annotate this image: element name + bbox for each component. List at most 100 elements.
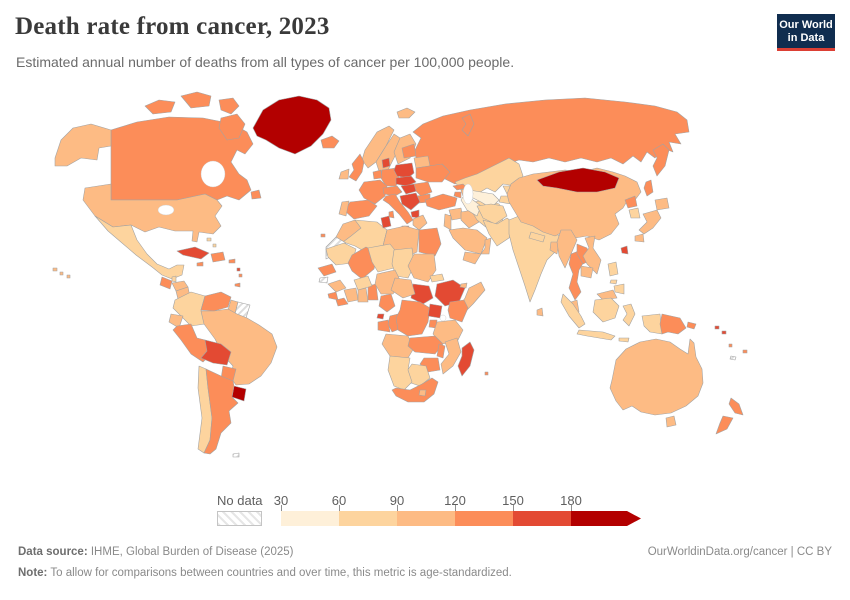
country-ireland[interactable] — [338, 168, 350, 180]
country-bolivia[interactable] — [200, 339, 232, 366]
country-uganda[interactable] — [427, 303, 443, 319]
country-egypt[interactable] — [418, 227, 442, 257]
country-indonesia-kalimantan[interactable] — [592, 297, 620, 323]
country-saudi-arabia[interactable] — [448, 227, 488, 255]
country-vanuatu[interactable] — [728, 343, 733, 348]
country-oman[interactable] — [480, 237, 492, 255]
country-indonesia-lesser-sunda[interactable] — [618, 337, 630, 343]
country-japan-hokkaido[interactable] — [654, 197, 670, 211]
country-iceland[interactable] — [320, 135, 340, 149]
country-papua-new-guinea[interactable] — [659, 313, 687, 335]
country-philippines-luzon[interactable] — [607, 261, 619, 277]
country-mauritius[interactable] — [484, 371, 489, 376]
country-guinea[interactable] — [327, 279, 347, 293]
country-tunisia[interactable] — [380, 215, 392, 229]
country-russia-kamchatka[interactable] — [652, 143, 670, 177]
country-djibouti[interactable] — [459, 282, 468, 289]
country-ghana[interactable] — [357, 287, 369, 303]
country-ivory-coast[interactable] — [343, 287, 359, 303]
country-solomon-islands[interactable] — [714, 325, 727, 335]
country-kenya[interactable] — [447, 299, 469, 323]
country-usa-alaska[interactable] — [54, 123, 112, 167]
country-south-africa[interactable] — [391, 377, 439, 403]
country-japan-honshu[interactable] — [638, 209, 662, 235]
legend-seg-60-90[interactable] — [339, 511, 397, 526]
country-bangladesh[interactable] — [549, 241, 560, 255]
country-spain[interactable] — [344, 199, 378, 220]
country-burkina-faso[interactable] — [353, 275, 373, 291]
country-venezuela[interactable] — [200, 291, 232, 312]
country-france[interactable] — [358, 179, 388, 205]
country-italy[interactable] — [382, 193, 414, 225]
country-namibia[interactable] — [387, 355, 413, 391]
country-usa-hawaii[interactable] — [52, 267, 71, 279]
country-png-new-britain[interactable] — [686, 321, 697, 330]
country-guinea-bissau[interactable] — [318, 276, 329, 284]
country-russia-novaya-zemlya[interactable] — [461, 113, 475, 137]
country-lesotho[interactable] — [418, 389, 427, 397]
country-togo-benin[interactable] — [367, 283, 379, 301]
country-zambia[interactable] — [407, 335, 444, 355]
country-jamaica[interactable] — [196, 261, 204, 267]
country-russia[interactable] — [412, 97, 690, 185]
legend-seg-150-180[interactable] — [513, 511, 571, 526]
country-baltics[interactable] — [401, 143, 417, 159]
country-malaysia-borneo[interactable] — [596, 289, 618, 301]
country-new-zealand-south[interactable] — [715, 415, 734, 435]
country-ukraine[interactable] — [415, 163, 451, 183]
country-eritrea[interactable] — [429, 273, 445, 283]
country-fiji[interactable] — [742, 349, 748, 354]
country-mongolia[interactable] — [536, 167, 620, 193]
country-central-african-republic[interactable] — [390, 277, 416, 299]
country-sri-lanka[interactable] — [536, 307, 544, 317]
country-madagascar[interactable] — [457, 341, 475, 377]
country-israel-jordan[interactable] — [443, 213, 452, 231]
country-belize[interactable] — [171, 275, 177, 283]
country-brazil[interactable] — [200, 308, 278, 386]
country-new-zealand-north[interactable] — [728, 397, 744, 416]
country-senegal[interactable] — [317, 263, 337, 277]
country-russia-sakhalin[interactable] — [643, 179, 654, 197]
country-cameroon[interactable] — [378, 293, 396, 313]
legend-color-bar[interactable] — [281, 511, 641, 526]
country-south-korea[interactable] — [628, 207, 641, 219]
country-romania[interactable] — [413, 181, 433, 197]
legend-no-data-swatch[interactable] — [217, 511, 262, 526]
country-canada-island-2[interactable] — [180, 91, 212, 109]
country-greenland[interactable] — [252, 95, 332, 155]
legend-seg-180-plus[interactable] — [571, 511, 641, 526]
country-indonesia-sulawesi[interactable] — [622, 303, 636, 327]
country-uzbekistan[interactable] — [468, 189, 500, 209]
country-armenia[interactable] — [453, 191, 462, 199]
country-australia[interactable] — [609, 338, 704, 416]
country-gabon[interactable] — [377, 319, 391, 333]
country-chad[interactable] — [391, 247, 415, 279]
country-benelux[interactable] — [372, 169, 383, 180]
country-denmark[interactable] — [381, 157, 391, 169]
legend-seg-120-150[interactable] — [455, 511, 513, 526]
country-canary-islands[interactable] — [320, 233, 326, 238]
country-bahamas[interactable] — [206, 237, 217, 248]
country-malawi[interactable] — [436, 343, 446, 359]
country-turkey[interactable] — [424, 193, 458, 211]
country-new-caledonia[interactable] — [729, 355, 737, 361]
country-balkans[interactable] — [399, 192, 421, 211]
country-italy-sardinia[interactable] — [388, 210, 395, 219]
country-myanmar[interactable] — [556, 229, 578, 269]
country-sudan[interactable] — [407, 253, 437, 283]
country-philippines-visayas[interactable] — [609, 279, 618, 285]
country-vietnam[interactable] — [582, 235, 602, 275]
country-trinidad[interactable] — [234, 282, 241, 288]
country-canada-island-3[interactable] — [218, 97, 240, 115]
country-taiwan[interactable] — [620, 245, 629, 255]
country-indonesia-sumatra[interactable] — [560, 293, 586, 329]
country-north-korea[interactable] — [624, 195, 638, 209]
country-afghanistan[interactable] — [476, 203, 508, 225]
country-lesser-antilles-2[interactable] — [238, 273, 243, 278]
country-czech-slovakia[interactable] — [395, 175, 417, 187]
country-guatemala[interactable] — [159, 276, 173, 290]
country-equatorial-guinea[interactable] — [376, 313, 385, 320]
country-yemen[interactable] — [462, 251, 482, 265]
footer-attribution-link[interactable]: OurWorldinData.org/cancer | CC BY — [647, 546, 832, 558]
country-switzerland-austria[interactable] — [382, 185, 403, 197]
